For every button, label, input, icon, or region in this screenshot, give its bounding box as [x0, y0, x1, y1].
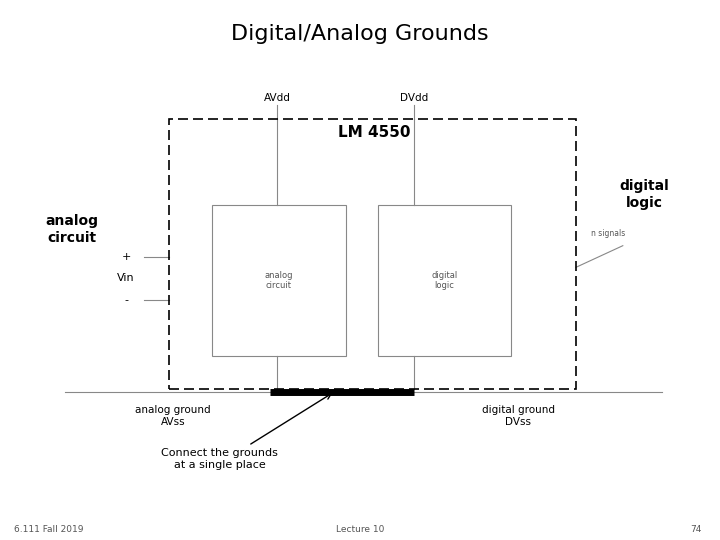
- Text: Lecture 10: Lecture 10: [336, 524, 384, 534]
- Text: 6.111 Fall 2019: 6.111 Fall 2019: [14, 524, 84, 534]
- Text: Digital/Analog Grounds: Digital/Analog Grounds: [231, 24, 489, 44]
- Text: Vin: Vin: [117, 273, 135, 283]
- Text: analog ground
AVss: analog ground AVss: [135, 405, 211, 427]
- Text: DVdd: DVdd: [400, 92, 428, 103]
- Text: Connect the grounds
at a single place: Connect the grounds at a single place: [161, 448, 278, 470]
- Text: n signals: n signals: [591, 228, 626, 238]
- Text: AVdd: AVdd: [264, 92, 291, 103]
- Text: digital
logic: digital logic: [431, 271, 458, 291]
- Text: -: -: [124, 295, 128, 305]
- Text: analog
circuit: analog circuit: [265, 271, 293, 291]
- Text: digital ground
DVss: digital ground DVss: [482, 405, 555, 427]
- Text: +: +: [121, 252, 131, 261]
- Text: LM 4550: LM 4550: [338, 125, 410, 140]
- Bar: [378, 205, 511, 356]
- Bar: [169, 119, 576, 389]
- Text: 74: 74: [690, 524, 702, 534]
- Bar: [212, 205, 346, 356]
- Text: analog
circuit: analog circuit: [45, 214, 99, 245]
- Text: digital
logic: digital logic: [619, 179, 670, 210]
